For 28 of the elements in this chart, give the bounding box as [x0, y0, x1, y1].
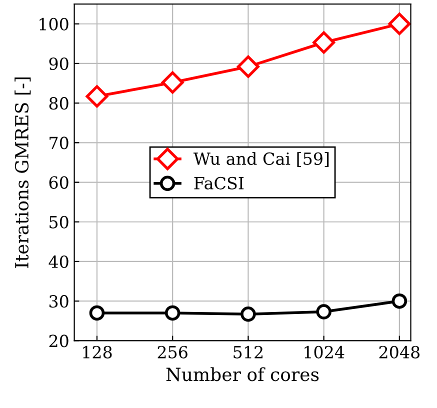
point	[164, 305, 180, 321]
y-tick-label: 60	[49, 176, 68, 189]
legend-label: FaCSI	[194, 176, 244, 190]
point	[89, 305, 105, 321]
x-axis-title: Number of cores	[166, 367, 319, 382]
point	[388, 12, 411, 36]
y-tick-label: 80	[49, 97, 68, 110]
point	[161, 71, 184, 94]
point	[312, 31, 336, 54]
legend-label: Wu and Cai [59]	[193, 152, 329, 167]
point	[236, 55, 260, 78]
y-tick-label: 70	[50, 136, 68, 150]
y-axis-title: Iterations GMRES [-]	[14, 77, 31, 268]
x-tick-label: 256	[158, 346, 188, 358]
point	[86, 85, 108, 108]
y-tick-label: 20	[49, 334, 68, 348]
point	[240, 306, 256, 322]
x-tick-label: 1024	[304, 346, 344, 358]
y-tick-label: 30	[49, 295, 68, 308]
x-tick-label: 2048	[379, 346, 420, 358]
y-tick-label: 90	[49, 57, 68, 70]
x-tick-label: 512	[234, 346, 262, 358]
y-tick-label: 40	[48, 255, 68, 268]
point	[392, 293, 408, 309]
y-tick-label: 50	[50, 216, 68, 228]
y-tick-label: 100	[40, 18, 68, 30]
x-tick-label: 128	[83, 346, 112, 358]
point	[316, 304, 332, 320]
